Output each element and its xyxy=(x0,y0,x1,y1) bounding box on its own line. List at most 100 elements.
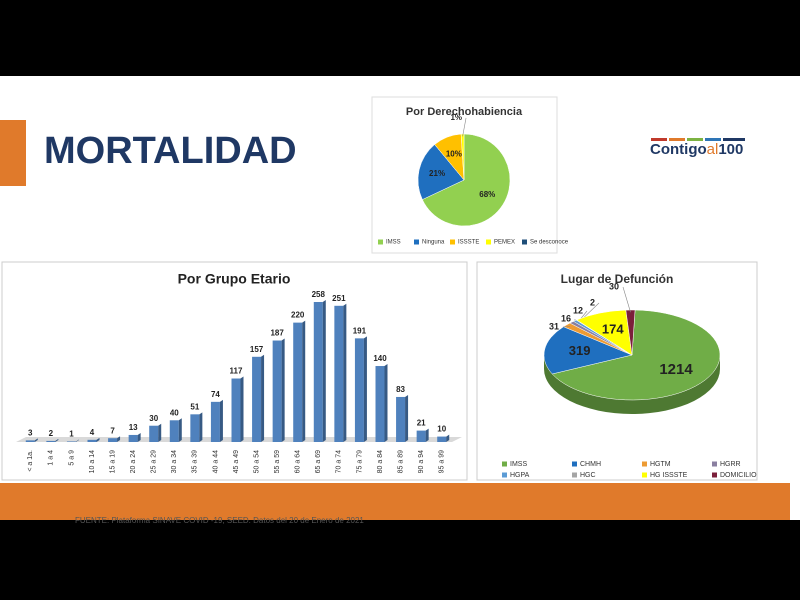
legend-swatch xyxy=(486,239,491,245)
data-label: 21 xyxy=(417,419,426,428)
slide-title: MORTALIDAD xyxy=(44,130,297,172)
x-tick-label: 60 a 64 xyxy=(295,450,302,473)
x-tick-label: 70 a 74 xyxy=(336,450,343,473)
bar xyxy=(252,356,262,442)
data-label: 251 xyxy=(332,294,346,303)
x-tick-label: 75 a 79 xyxy=(356,450,363,473)
legend-swatch xyxy=(712,461,717,467)
data-label: 4 xyxy=(90,428,95,437)
data-label: 174 xyxy=(602,321,624,336)
legend-label: HGC xyxy=(580,472,596,479)
x-tick-label: 10 a 14 xyxy=(89,450,96,473)
pie-slice xyxy=(422,133,511,227)
logo-stripe xyxy=(669,138,685,141)
bar-panel xyxy=(1,261,468,481)
bar-side xyxy=(137,432,141,442)
bar-side xyxy=(261,354,265,442)
data-label: 10 xyxy=(437,425,446,434)
bar xyxy=(313,302,323,442)
legend-label: HGTM xyxy=(650,461,671,468)
pie-slice xyxy=(625,309,636,356)
logo: Contigoal100 xyxy=(650,138,745,158)
data-label: 140 xyxy=(373,354,387,363)
leader-line xyxy=(462,117,467,137)
x-tick-label: 65 a 69 xyxy=(315,450,322,473)
pie-slice xyxy=(543,326,633,375)
x-tick-label: 30 a 34 xyxy=(171,450,178,473)
x-tick-label: 90 a 94 xyxy=(418,450,425,473)
data-label: 1% xyxy=(450,113,462,122)
legend-label: HG ISSSTE xyxy=(650,472,688,479)
bar-side xyxy=(425,428,429,442)
legend-swatch xyxy=(450,239,455,245)
data-label: 51 xyxy=(190,402,199,411)
pie-slice xyxy=(551,309,721,401)
x-tick-label: 15 a 19 xyxy=(109,450,116,473)
bar xyxy=(272,340,282,442)
bar xyxy=(375,366,385,442)
legend-swatch xyxy=(378,239,383,245)
logo-stripe xyxy=(651,138,667,141)
data-label: 83 xyxy=(396,385,405,394)
logo-stripe xyxy=(705,138,721,141)
data-label: 12 xyxy=(573,305,583,315)
bar xyxy=(66,441,76,442)
bar xyxy=(169,420,179,442)
data-label: 2 xyxy=(49,429,54,438)
bar-side xyxy=(446,434,450,442)
legend-label: IMSS xyxy=(386,240,401,246)
legend-label: DOMICILIO xyxy=(720,472,757,479)
bar xyxy=(416,430,426,442)
legend-swatch xyxy=(642,472,647,478)
bar-side xyxy=(322,300,326,442)
legend-swatch xyxy=(502,461,507,467)
data-label: 21% xyxy=(429,169,445,178)
legend-swatch xyxy=(642,461,647,467)
logo-part: al xyxy=(707,141,719,158)
data-label: 31 xyxy=(549,321,559,331)
bar-side xyxy=(219,399,223,442)
legend-label: HGPA xyxy=(510,472,530,479)
legend-swatch xyxy=(522,239,527,245)
leader-line xyxy=(562,326,570,328)
x-tick-label: 25 a 29 xyxy=(151,450,158,473)
pie-slice xyxy=(417,144,465,200)
logo-part: 100 xyxy=(718,141,743,158)
data-label: 68% xyxy=(479,190,495,199)
x-tick-label: 1 a 4 xyxy=(48,450,55,466)
legend-label: ISSSTE xyxy=(458,240,479,246)
legend-swatch xyxy=(572,472,577,478)
data-label: 1 xyxy=(69,430,74,439)
x-tick-label: 55 a 59 xyxy=(274,450,281,473)
bar xyxy=(210,401,220,442)
data-label: 13 xyxy=(129,423,138,432)
bar xyxy=(437,436,447,442)
x-tick-label: 20 a 24 xyxy=(130,450,137,473)
bottom-band xyxy=(0,483,790,520)
bar xyxy=(25,440,35,442)
bar-side xyxy=(117,436,121,442)
legend-swatch xyxy=(712,472,717,478)
data-label: 319 xyxy=(569,343,591,358)
chart-title: Lugar de Defunción xyxy=(561,272,674,286)
bar-side xyxy=(384,364,388,442)
data-label: 191 xyxy=(353,326,367,335)
bar xyxy=(293,322,303,442)
legend-label: CHMH xyxy=(580,461,601,468)
bar-side xyxy=(302,320,306,442)
legend-swatch xyxy=(414,239,419,245)
logo-stripe xyxy=(687,138,703,141)
data-label: 220 xyxy=(291,311,305,320)
bar-side xyxy=(405,394,409,442)
x-tick-label: 85 a 89 xyxy=(397,450,404,473)
bar-side xyxy=(178,418,182,442)
x-tick-label: 35 a 39 xyxy=(192,450,199,473)
legend-label: PEMEX xyxy=(494,240,515,246)
bar-side xyxy=(281,338,285,442)
bar xyxy=(46,440,56,442)
bar xyxy=(231,378,241,442)
legend-label: Ninguna xyxy=(422,240,445,246)
bar-side xyxy=(55,438,59,442)
